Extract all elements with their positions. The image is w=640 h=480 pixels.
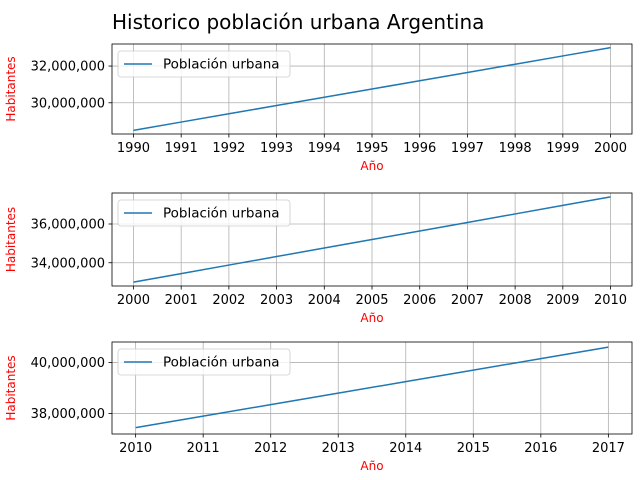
x-axis-label: Año	[360, 459, 383, 473]
x-tick-label: 2000	[117, 293, 150, 308]
x-tick-label: 1999	[546, 141, 579, 156]
legend: Población urbana	[117, 50, 291, 78]
legend-label: Población urbana	[163, 57, 280, 73]
x-tick-label: 2008	[499, 293, 532, 308]
x-tick-label: 2016	[524, 441, 557, 456]
y-axis-label: Habitantes	[4, 56, 18, 121]
legend-box	[117, 348, 291, 376]
x-tick-label: 2002	[212, 293, 245, 308]
y-tick-label: 34,000,000	[31, 256, 105, 271]
legend-box	[117, 50, 291, 78]
x-tick-label: 2015	[457, 441, 490, 456]
y-tick-label: 30,000,000	[31, 96, 105, 111]
x-tick-label: 2017	[592, 441, 625, 456]
legend-box	[117, 199, 291, 227]
x-tick-label: 2012	[254, 441, 287, 456]
x-tick-label: 2014	[389, 441, 422, 456]
x-tick-label: 1992	[212, 141, 245, 156]
series-line-poblacion-urbana	[133, 196, 611, 283]
chart-panel-3: 2010 2011 2012 2013 2014 2015 2016 2017 38,000,0…	[4, 341, 633, 473]
x-tick-label: 2006	[403, 293, 436, 308]
x-tick-label: 2009	[546, 293, 579, 308]
legend-label: Población urbana	[163, 355, 280, 371]
x-tick-label: 1994	[308, 141, 341, 156]
x-axis-label: Año	[360, 311, 383, 325]
chart-title: Historico población urbana Argentina	[112, 10, 484, 34]
x-tick-label: 2004	[308, 293, 341, 308]
x-tick-label: 1996	[403, 141, 436, 156]
x-tick-label: 2010	[119, 441, 152, 456]
y-axis-label: Habitantes	[4, 207, 18, 272]
legend: Población urbana	[117, 199, 291, 227]
x-axis-label: Año	[360, 159, 383, 173]
x-tick-label: 2003	[260, 293, 293, 308]
chart-panels: 1990 1991 1992 1993 1994 1995 1996 1997 1998 1999…	[4, 43, 633, 473]
x-tick-label: 1995	[355, 141, 388, 156]
legend-label: Población urbana	[163, 206, 280, 222]
x-tick-label: 2001	[165, 293, 198, 308]
plot-frame	[111, 341, 633, 435]
x-tick-label: 1998	[499, 141, 532, 156]
series-line-poblacion-urbana	[133, 46, 611, 132]
x-tick-label: 1991	[165, 141, 198, 156]
x-tick-label: 1993	[260, 141, 293, 156]
series-line-poblacion-urbana	[135, 346, 609, 429]
y-tick-label: 32,000,000	[31, 60, 105, 75]
x-tick-label: 2010	[594, 293, 627, 308]
x-tick-label: 2007	[451, 293, 484, 308]
x-tick-label: 2005	[355, 293, 388, 308]
y-tick-label: 38,000,000	[31, 407, 105, 422]
y-tick-label: 40,000,000	[31, 356, 105, 371]
chart-panel-1: 1990 1991 1992 1993 1994 1995 1996 1997 1998 1999…	[4, 43, 633, 173]
x-tick-label: 1990	[117, 141, 150, 156]
x-tick-label: 1997	[451, 141, 484, 156]
y-axis-label: Habitantes	[4, 355, 18, 420]
x-tick-label: 2013	[322, 441, 355, 456]
legend: Población urbana	[117, 348, 291, 376]
x-tick-label: 2000	[594, 141, 627, 156]
x-tick-label: 2011	[187, 441, 220, 456]
chart-panel-2: 2000 2001 2002 2003 2004 2005 2006 2007 2008 2009…	[4, 192, 633, 325]
y-tick-label: 36,000,000	[31, 218, 105, 233]
